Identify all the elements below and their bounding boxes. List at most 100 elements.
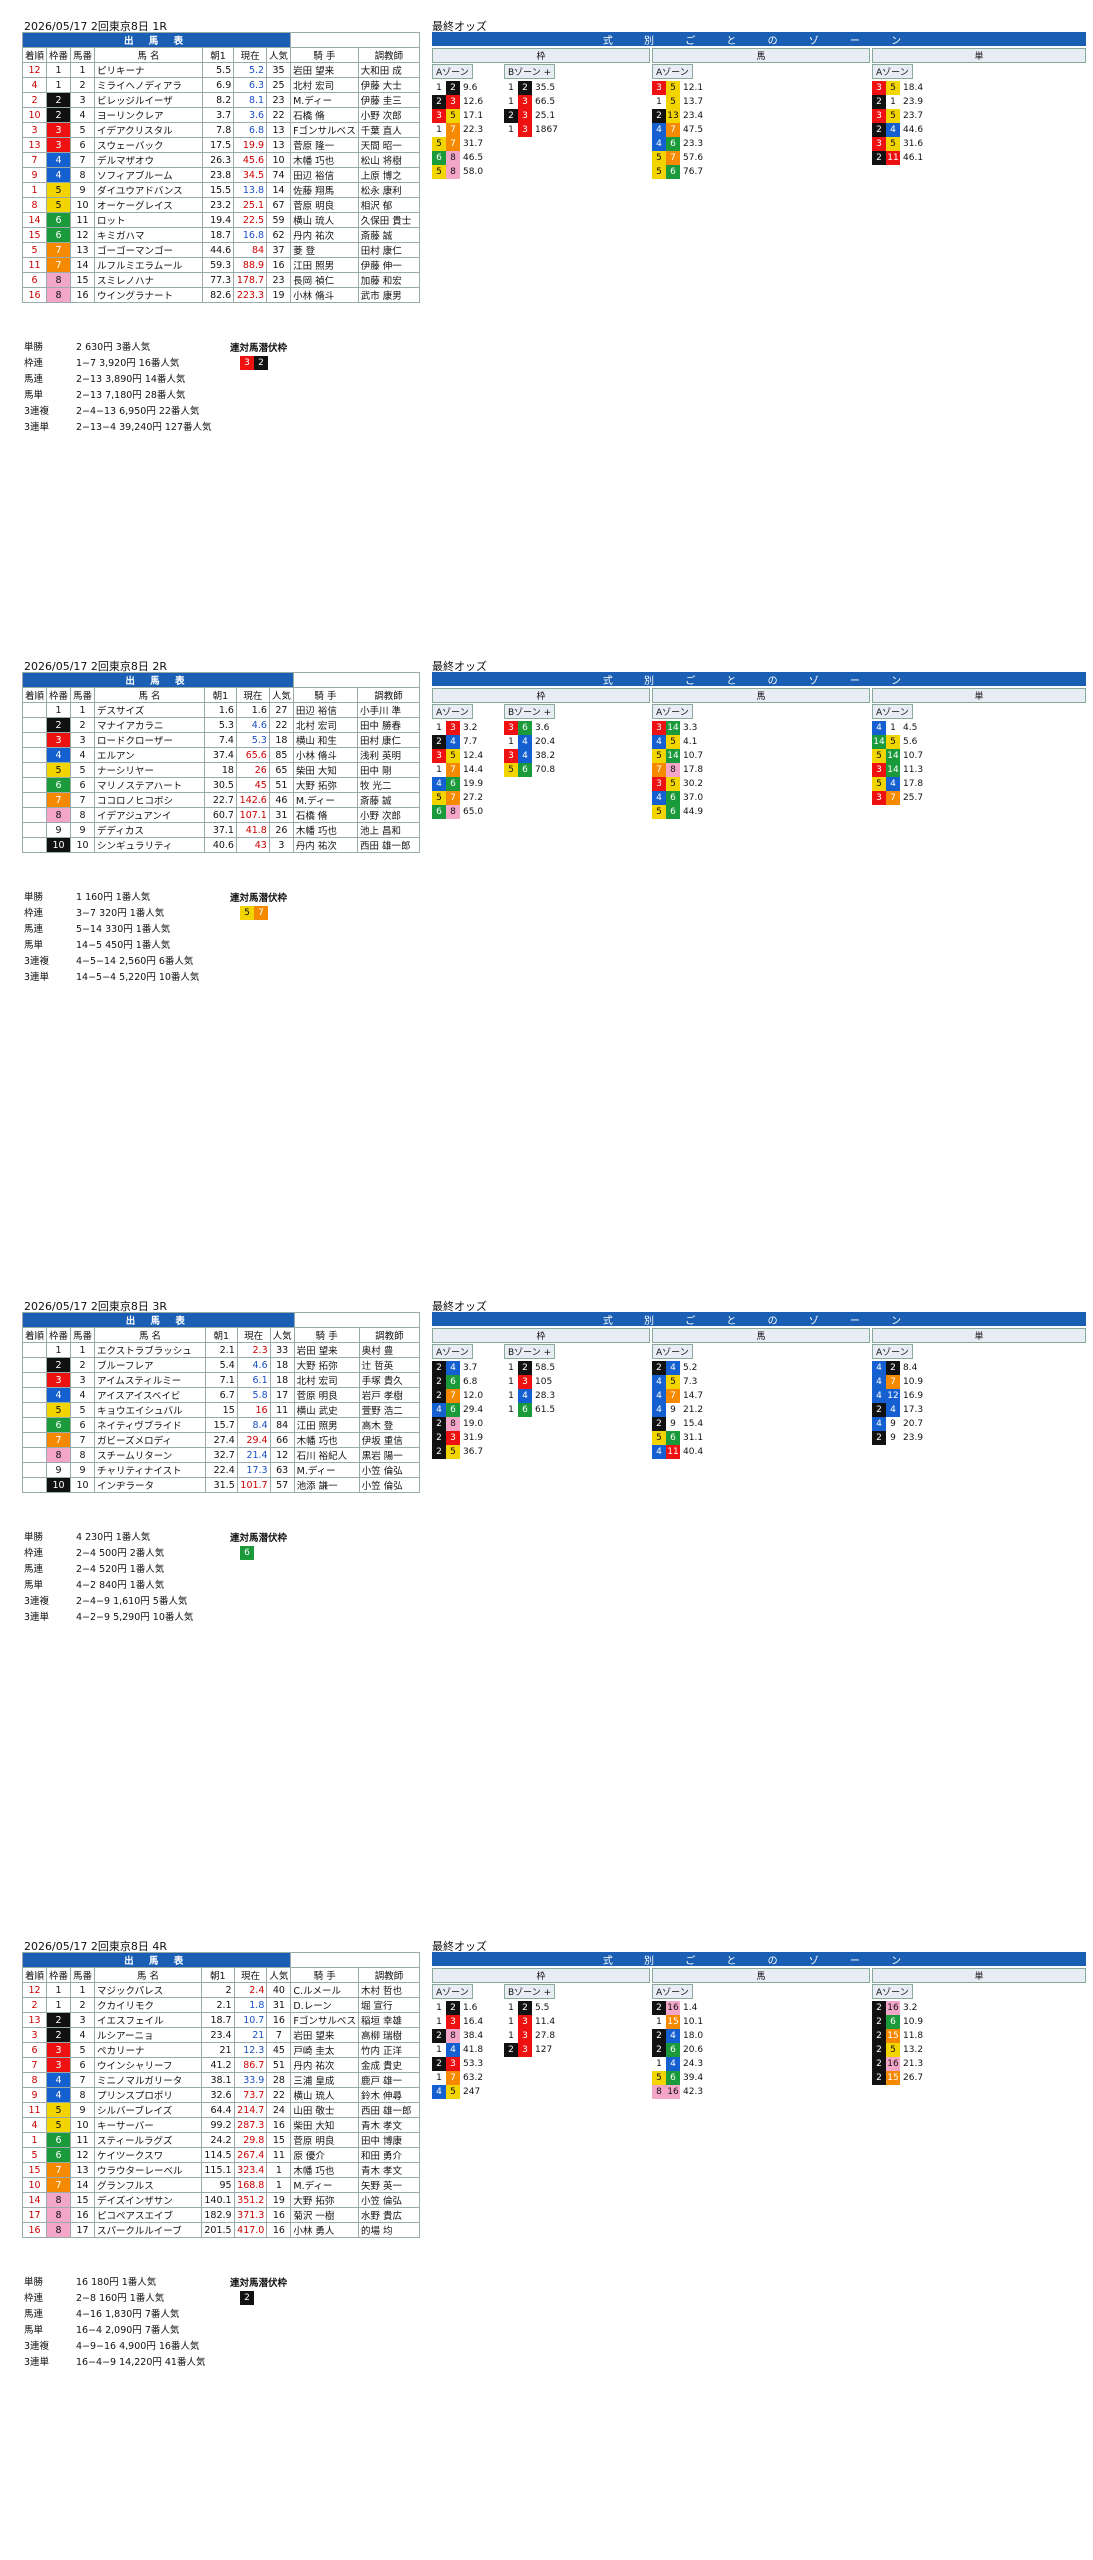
horse-row[interactable]: 3 3 アイムスティルミー 7.1 6.1 18 北村 宏司 手塚 貴久 (21, 1372, 421, 1388)
horse-row[interactable]: 12 1 1 ピリキーナ 5.5 5.2 35 岩田 望来 大和田 成 (21, 62, 421, 78)
horse-name-cell[interactable]: エクストラブラッシュ (94, 1342, 206, 1358)
horse-row[interactable]: 13 3 6 スウェーバック 17.5 19.9 13 菅原 隆一 天間 昭一 (21, 137, 421, 153)
horse-row[interactable]: 16 8 16 ウイングラナート 82.6 223.3 19 小林 脩斗 武市 康男 (21, 287, 421, 303)
horse-row[interactable]: 3 3 5 イデアクリスタル 7.8 6.8 13 Fゴンサルベス 千葉 直人 (21, 122, 421, 138)
horse-name-cell[interactable]: ブルーフレア (94, 1357, 206, 1373)
horse-row[interactable]: 5 5 キョウエイシュバル 15 16 11 横山 武史 萱野 浩二 (21, 1402, 421, 1418)
horse-name-cell[interactable]: ビレッジルイーザ (94, 92, 203, 108)
horse-name-cell[interactable]: シルバーブレイズ (94, 2102, 202, 2118)
horse-row[interactable]: 5 7 13 ゴーゴーマンゴー 44.6 84 37 菱 登田村 康仁 (21, 242, 421, 258)
horse-name-cell[interactable]: ルフルミエラムール (94, 257, 203, 273)
horse-name-cell[interactable]: スウェーバック (94, 137, 203, 153)
horse-name-cell[interactable]: ミニノマルガリータ (94, 2072, 202, 2088)
horse-row[interactable]: 7 3 6 ウインシャリーフ 41.2 86.7 51 丹内 祐次 金成 貴史 (21, 2057, 420, 2073)
horse-row[interactable]: 8 8 イデアジュアンイ 60.7 107.1 31 石橋 脩小野 次郎 (21, 807, 420, 823)
horse-name-cell[interactable]: ネイティヴブライド (94, 1417, 206, 1433)
horse-row[interactable]: 2 2 ブルーフレア 5.4 4.6 18 大野 拓弥辻 哲英 (21, 1357, 421, 1373)
horse-row[interactable]: 3 3 ロードクローザー 7.4 5.3 18 横山 和生 田村 康仁 (21, 732, 420, 748)
horse-name-cell[interactable]: マリノステアハート (94, 777, 205, 793)
horse-row[interactable]: 1 1 デスサイズ 1.6 1.6 27 田辺 裕信 小手川 準 (21, 702, 420, 718)
horse-name-cell[interactable]: ゴーゴーマンゴー (94, 242, 203, 258)
horse-name-cell[interactable]: ロードクローザー (94, 732, 205, 748)
horse-name-cell[interactable]: ココロノヒコボシ (94, 792, 205, 808)
horse-name-cell[interactable]: ヨーリンクレア (94, 107, 203, 123)
horse-row[interactable]: 9 9 チャリティナイスト 22.4 17.3 63 M.ディー 小笠 倫弘 (21, 1462, 421, 1478)
horse-row[interactable]: 16 8 17 スパークルルイーブ 201.5 417.0 16 小林 勇人 的場 均 (21, 2222, 420, 2238)
horse-row[interactable]: 1 5 9 ダイユウアドバンス 15.5 13.8 14 佐藤 翔馬 松永 康利 (21, 182, 421, 198)
horse-row[interactable]: 9 4 8 プリンスプロポリ 32.6 73.7 22 横山 琉人 鈴木 伸尋 (21, 2087, 420, 2103)
horse-row[interactable]: 13 2 3 イエスフェイル 18.7 10.7 16 Fゴンサルベス 稲垣 幸雄 (21, 2012, 420, 2028)
horse-row[interactable]: 9 4 8 ソフィアブルーム 23.8 34.5 74 田辺 裕信 上原 博之 (21, 167, 421, 183)
horse-name-cell[interactable]: ウイングラナート (94, 287, 203, 303)
horse-name-cell[interactable]: キョウエイシュバル (94, 1402, 206, 1418)
horse-row[interactable]: 11 7 14 ルフルミエラムール 59.3 88.9 16 江田 照男 伊藤 伸一 (21, 257, 421, 273)
horse-name-cell[interactable]: ロット (94, 212, 203, 228)
horse-name-cell[interactable]: ウインシャリーフ (94, 2057, 202, 2073)
horse-name-cell[interactable]: ルシアーニョ (94, 2027, 202, 2043)
horse-row[interactable]: 11 5 9 シルバーブレイズ 64.4 214.7 24 山田 敬士 西田 雄一郎 (21, 2102, 420, 2118)
horse-row[interactable]: 2 2 マナイアカラニ 5.3 4.6 22 北村 宏司 田中 勝春 (21, 717, 420, 733)
horse-name-cell[interactable]: アイムスティルミー (94, 1372, 206, 1388)
horse-name-cell[interactable]: シンギュラリティ (94, 837, 205, 853)
horse-name-cell[interactable]: ミライヘノディアラ (94, 77, 203, 93)
horse-row[interactable]: 14 6 11 ロット 19.4 22.5 59 横山 琉人 久保田 貴士 (21, 212, 421, 228)
horse-row[interactable]: 4 4 アイスアイスベイビ 6.7 5.8 17 菅原 明良 岩戸 孝樹 (21, 1387, 421, 1403)
horse-name-cell[interactable]: チャリティナイスト (94, 1462, 206, 1478)
horse-name-cell[interactable]: イデアクリスタル (94, 122, 203, 138)
horse-row[interactable]: 15 7 13 ウラウターレーベル 115.1 323.4 1 木幡 巧也 青木 孝文 (21, 2162, 420, 2178)
horse-row[interactable]: 9 9 デディカス 37.1 41.8 26 木幡 巧也 池上 昌和 (21, 822, 420, 838)
horse-name-cell[interactable]: インヂラータ (94, 1477, 206, 1493)
horse-name-cell[interactable]: ピリキーナ (94, 62, 203, 78)
horse-row[interactable]: 6 6 マリノステアハート 30.5 45 51 大野 拓弥牧 光二 (21, 777, 420, 793)
horse-name-cell[interactable]: ウラウターレーベル (94, 2162, 202, 2178)
horse-row[interactable]: 1 6 11 スティールラグズ 24.2 29.8 15 菅原 明良 田中 博康 (21, 2132, 420, 2148)
horse-name-cell[interactable]: オーケーグレイス (94, 197, 203, 213)
horse-name-cell[interactable]: マナイアカラニ (94, 717, 205, 733)
horse-name-cell[interactable]: ペカリーナ (94, 2042, 202, 2058)
horse-name-cell[interactable]: エルアン (94, 747, 205, 763)
horse-row[interactable]: 10 10 シンギュラリティ 40.6 43 3 丹内 祐次 西田 雄一郎 (21, 837, 420, 853)
horse-row[interactable]: 7 4 7 デルマザオウ 26.3 45.6 10 木幡 巧也 松山 将樹 (21, 152, 421, 168)
horse-name-cell[interactable]: ピコペアスエイブ (94, 2207, 202, 2223)
horse-name-cell[interactable]: デイズインザサン (94, 2192, 202, 2208)
horse-name-cell[interactable]: イエスフェイル (94, 2012, 202, 2028)
horse-row[interactable]: 17 8 16 ピコペアスエイブ 182.9 371.3 16 菊沢 一樹 水野 貴広 (21, 2207, 420, 2223)
horse-name-cell[interactable]: ケイツークスワ (94, 2147, 202, 2163)
horse-row[interactable]: 4 5 10 キーサーバー 99.2 287.3 16 柴田 大知 青木 孝文 (21, 2117, 420, 2133)
horse-name-cell[interactable]: スパークルルイーブ (94, 2222, 202, 2238)
horse-name-cell[interactable]: マジックパレス (94, 1982, 202, 1998)
horse-row[interactable]: 8 5 10 オーケーグレイス 23.2 25.1 67 菅原 明良 相沢 郁 (21, 197, 421, 213)
horse-name-cell[interactable]: イデアジュアンイ (94, 807, 205, 823)
horse-name-cell[interactable]: グランフルス (94, 2177, 202, 2193)
horse-row[interactable]: 1 1 エクストラブラッシュ 2.1 2.3 33 岩田 望来 奥村 豊 (21, 1342, 421, 1358)
horse-row[interactable]: 10 7 14 グランフルス 95 168.8 1 M.ディー 矢野 英一 (21, 2177, 420, 2193)
horse-name-cell[interactable]: ガビーズメロディ (94, 1432, 206, 1448)
horse-row[interactable]: 5 5 ナーシリヤー 18 26 65 柴田 大知 田中 剛 (21, 762, 420, 778)
horse-row[interactable]: 6 3 5 ペカリーナ 21 12.3 45 戸崎 圭太 竹内 正洋 (21, 2042, 420, 2058)
horse-row[interactable]: 6 8 15 スミレノハナ 77.3 178.7 23 長岡 禎仁 加藤 和宏 (21, 272, 421, 288)
horse-row[interactable]: 7 7 ココロノヒコボシ 22.7 142.6 46 M.ディー 斎藤 誠 (21, 792, 420, 808)
horse-name-cell[interactable]: キミガハマ (94, 227, 203, 243)
horse-row[interactable]: 10 2 4 ヨーリンクレア 3.7 3.6 22 石橋 脩小野 次郎 (21, 107, 421, 123)
horse-row[interactable]: 6 6 ネイティヴブライド 15.7 8.4 84 江田 照男 高木 登 (21, 1417, 421, 1433)
horse-row[interactable]: 10 10 インヂラータ 31.5 101.7 57 池添 謙一 小笠 倫弘 (21, 1477, 421, 1493)
horse-name-cell[interactable]: デスサイズ (94, 702, 205, 718)
horse-row[interactable]: 14 8 15 デイズインザサン 140.1 351.2 19 大野 拓弥 小笠 倫弘 (21, 2192, 420, 2208)
horse-row[interactable]: 8 8 スチームリターン 32.7 21.4 12 石川 裕紀人 黒岩 陽一 (21, 1447, 421, 1463)
horse-row[interactable]: 4 1 2 ミライヘノディアラ 6.9 6.3 25 北村 宏司 伊藤 大士 (21, 77, 421, 93)
horse-name-cell[interactable]: キーサーバー (94, 2117, 202, 2133)
horse-row[interactable]: 15 6 12 キミガハマ 18.7 16.8 62 丹内 祐次 斎藤 誠 (21, 227, 421, 243)
horse-name-cell[interactable]: デディカス (94, 822, 205, 838)
horse-row[interactable]: 8 4 7 ミニノマルガリータ 38.1 33.9 28 三浦 皇成 鹿戸 雄一 (21, 2072, 420, 2088)
horse-name-cell[interactable]: ソフィアブルーム (94, 167, 203, 183)
horse-row[interactable]: 3 2 4 ルシアーニョ 23.4 21 7 岩田 望来 高柳 瑞樹 (21, 2027, 420, 2043)
horse-name-cell[interactable]: ダイユウアドバンス (94, 182, 203, 198)
horse-name-cell[interactable]: クカイリモク (94, 1997, 202, 2013)
horse-row[interactable]: 5 6 12 ケイツークスワ 114.5 267.4 11 原 優介 和田 勇介 (21, 2147, 420, 2163)
horse-row[interactable]: 4 4 エルアン 37.4 65.6 85 小林 脩斗 浅利 英明 (21, 747, 420, 763)
horse-name-cell[interactable]: デルマザオウ (94, 152, 203, 168)
horse-row[interactable]: 12 1 1 マジックパレス 2 2.4 40 C.ルメール 木村 哲也 (21, 1982, 420, 1998)
horse-row[interactable]: 2 1 2 クカイリモク 2.1 1.8 31 D.レーン堀 宣行 (21, 1997, 420, 2013)
horse-name-cell[interactable]: アイスアイスベイビ (94, 1387, 206, 1403)
horse-name-cell[interactable]: スティールラグズ (94, 2132, 202, 2148)
